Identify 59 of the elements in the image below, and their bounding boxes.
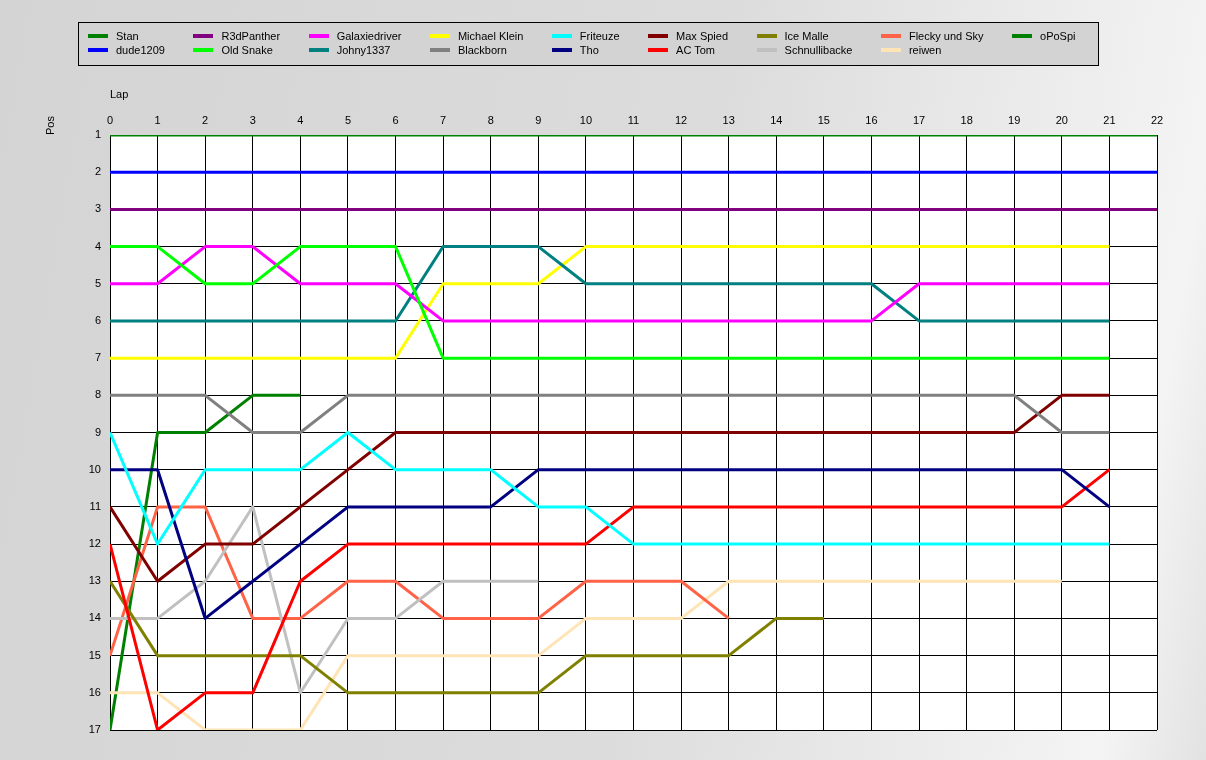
x-tick-label: 6 [392,114,399,127]
x-tick-label: 3 [249,114,256,127]
legend-label: Michael Klein [457,30,524,42]
y-tick-label: 12 [88,537,101,550]
legend-label: Max Spied [676,30,729,42]
y-tick-label: 16 [88,685,101,698]
legend-label: Tho [579,44,599,56]
y-tick-label: 14 [88,611,101,624]
x-tick-label: 17 [912,114,926,127]
x-tick-label: 16 [865,114,878,127]
x-axis-title: Lap [110,87,129,100]
legend-label: Johny1337 [336,44,391,56]
y-tick-label: 2 [94,165,101,178]
y-tick-label: 8 [94,388,101,401]
y-tick-label: 9 [94,425,101,438]
legend-label: R3dPanther [221,30,281,42]
legend-label: reiwen [908,44,942,56]
y-tick-label: 5 [94,276,101,289]
legend-label: Old Snake [221,44,273,56]
y-tick-label: 7 [94,351,101,364]
legend-label: Flecky und Sky [908,30,984,42]
x-tick-label: 7 [440,114,447,127]
x-tick-label: 20 [1055,114,1068,127]
y-tick-label: 1 [94,128,101,141]
y-tick-label: 15 [88,648,101,661]
x-tick-label: 12 [674,114,688,127]
x-tick-label: 8 [487,114,494,127]
x-tick-label: 4 [297,114,304,127]
legend-label: AC Tom [676,44,715,56]
legend-label: Friteuze [579,30,620,42]
x-tick-label: 19 [1008,114,1021,127]
y-axis-title: Pos [43,115,56,135]
x-tick-label: 13 [722,114,735,127]
x-tick-label: 22 [1150,114,1164,127]
y-tick-label: 4 [94,239,101,252]
legend-label: Galaxiedriver [336,30,402,42]
x-tick-label: 5 [344,114,352,127]
x-tick-label: 18 [960,114,973,127]
x-tick-label: 2 [202,114,209,127]
y-tick-label: 17 [88,723,101,736]
x-tick-label: 10 [579,114,593,127]
y-tick-label: 3 [94,202,101,215]
x-tick-label: 15 [817,114,830,127]
x-tick-label: 11 [627,114,640,127]
x-tick-label: 21 [1103,114,1116,127]
y-tick-label: 6 [94,313,101,326]
legend-label: oPoSpi [1040,30,1076,42]
x-tick-label: 14 [770,114,783,127]
legend-label: dude1209 [116,44,165,56]
legend-label: Schnullibacke [784,44,853,56]
x-tick-label: 1 [154,114,161,127]
y-tick-label: 10 [88,462,101,475]
y-tick-label: 11 [89,499,101,512]
x-tick-label: 0 [106,114,114,127]
y-tick-label: 13 [88,574,101,587]
legend-label: Blackborn [457,44,507,56]
legend-label: Stan [116,30,139,42]
x-tick-label: 9 [535,114,542,127]
legend-label: Ice Malle [784,30,829,42]
